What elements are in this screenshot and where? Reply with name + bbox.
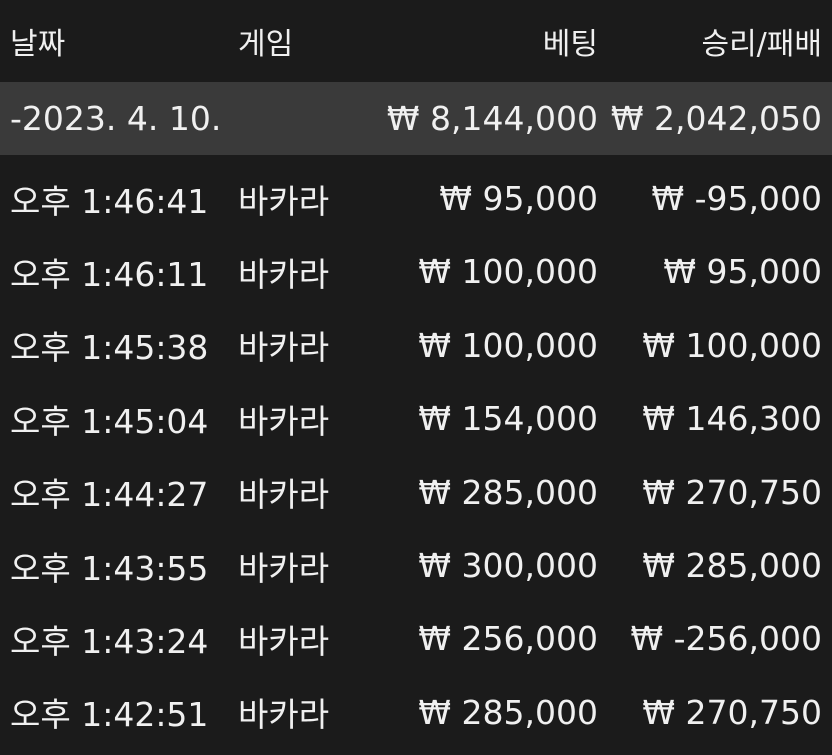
cell-result: ₩ -256,000 bbox=[630, 619, 823, 659]
cell-bet: ₩ 100,000 bbox=[418, 325, 598, 365]
cell-time: 오후 1:43:24 bbox=[10, 621, 209, 661]
cell-time: 오후 1:46:11 bbox=[10, 254, 209, 294]
group-date: -2023. 4. 10. bbox=[10, 99, 222, 138]
bet-row[interactable]: 오후 1:45:38 바카라 ₩ 100,000 ₩ 100,000 bbox=[0, 309, 832, 382]
bet-row[interactable]: 오후 1:44:27 바카라 ₩ 285,000 ₩ 270,750 bbox=[0, 456, 832, 529]
cell-result: ₩ 270,750 bbox=[642, 692, 822, 732]
header-row: 날짜 게임 베팅 승리/패배 bbox=[0, 0, 832, 82]
cell-result: ₩ 270,750 bbox=[642, 472, 822, 512]
bet-row[interactable]: 오후 1:46:41 바카라 ₩ 95,000 ₩ -95,000 bbox=[0, 162, 832, 235]
cell-time: 오후 1:45:38 bbox=[10, 328, 209, 368]
cell-time: 오후 1:44:27 bbox=[10, 475, 209, 515]
cell-game: 바카라 bbox=[238, 548, 330, 588]
cell-result: ₩ 100,000 bbox=[642, 325, 822, 365]
cell-bet: ₩ 285,000 bbox=[418, 472, 598, 512]
cell-time: 오후 1:42:51 bbox=[10, 695, 209, 735]
cell-time: 오후 1:45:04 bbox=[10, 401, 209, 441]
bet-row[interactable]: 오후 1:43:55 바카라 ₩ 300,000 ₩ 285,000 bbox=[0, 529, 832, 602]
cell-bet: ₩ 100,000 bbox=[418, 252, 598, 292]
cell-bet: ₩ 285,000 bbox=[418, 692, 598, 732]
cell-bet: ₩ 300,000 bbox=[418, 546, 598, 585]
cell-result: ₩ 95,000 bbox=[663, 252, 822, 292]
cell-result: ₩ 146,300 bbox=[642, 399, 822, 439]
header-bet: 베팅 bbox=[542, 27, 598, 62]
header-game: 게임 bbox=[238, 27, 294, 62]
group-result: ₩ 2,042,050 bbox=[610, 99, 822, 138]
cell-game: 바카라 bbox=[238, 181, 330, 221]
cell-game: 바카라 bbox=[238, 401, 330, 441]
date-group-row[interactable]: -2023. 4. 10. ₩ 8,144,000 ₩ 2,042,050 bbox=[0, 82, 832, 155]
cell-game: 바카라 bbox=[238, 254, 330, 294]
cell-game: 바카라 bbox=[238, 695, 330, 735]
header-result: 승리/패배 bbox=[701, 27, 822, 62]
bet-row[interactable]: 오후 1:45:04 바카라 ₩ 154,000 ₩ 146,300 bbox=[0, 382, 832, 455]
bet-row[interactable]: 오후 1:43:24 바카라 ₩ 256,000 ₩ -256,000 bbox=[0, 602, 832, 675]
cell-bet: ₩ 154,000 bbox=[418, 399, 598, 439]
cell-time: 오후 1:43:55 bbox=[10, 548, 209, 588]
group-bet: ₩ 8,144,000 bbox=[386, 99, 598, 138]
bet-row[interactable]: 오후 1:42:51 바카라 ₩ 285,000 ₩ 270,750 bbox=[0, 676, 832, 749]
cell-result: ₩ 285,000 bbox=[642, 546, 822, 585]
header-date: 날짜 bbox=[10, 27, 66, 62]
cell-bet: ₩ 256,000 bbox=[418, 619, 598, 659]
cell-game: 바카라 bbox=[238, 328, 330, 368]
cell-time: 오후 1:46:41 bbox=[10, 181, 209, 221]
cell-game: 바카라 bbox=[238, 621, 330, 661]
cell-game: 바카라 bbox=[238, 475, 330, 515]
cell-result: ₩ -95,000 bbox=[651, 179, 823, 218]
bet-row[interactable]: 오후 1:46:11 바카라 ₩ 100,000 ₩ 95,000 bbox=[0, 235, 832, 308]
cell-bet: ₩ 95,000 bbox=[439, 179, 598, 218]
